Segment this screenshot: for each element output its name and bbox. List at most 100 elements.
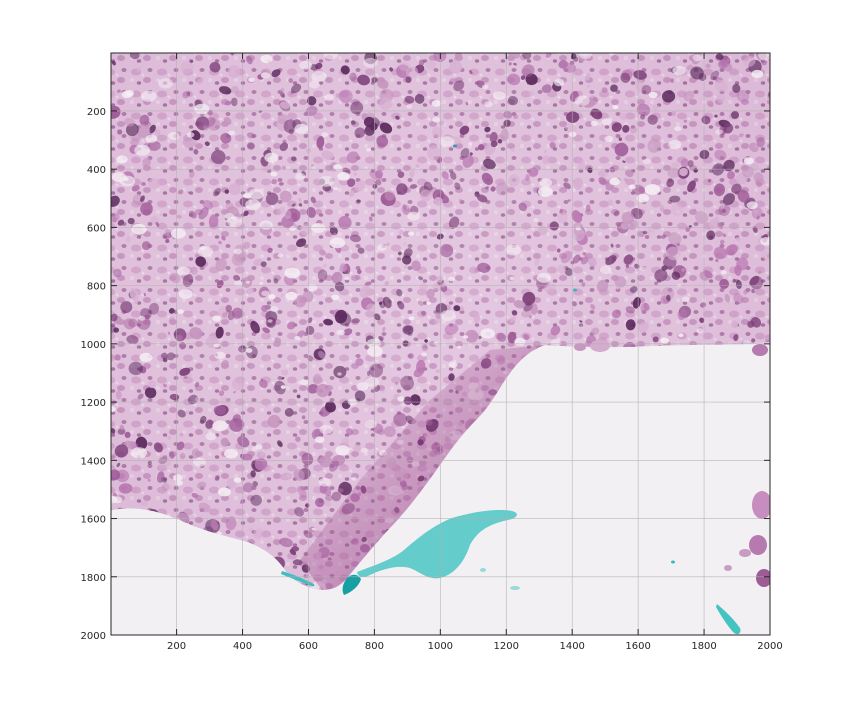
cell-nucleus <box>209 61 221 73</box>
cell-nucleus <box>621 211 635 224</box>
cell-nucleus <box>398 61 411 72</box>
cell-nucleus <box>402 340 409 347</box>
cell-nucleus <box>720 239 725 245</box>
cell-nucleus <box>670 203 684 216</box>
cell-nucleus <box>194 382 200 388</box>
cell-nucleus <box>339 89 353 104</box>
cell-nucleus <box>489 131 498 143</box>
cell-gap <box>119 175 136 187</box>
cell-nucleus <box>612 309 622 319</box>
cell-nucleus <box>698 73 707 82</box>
cell-nucleus <box>753 172 764 183</box>
cell-gap <box>408 231 415 236</box>
cell-nucleus <box>220 437 230 447</box>
cell-nucleus <box>203 124 209 131</box>
cell-nucleus <box>601 87 608 93</box>
cell-nucleus <box>224 100 232 106</box>
cell-nucleus <box>440 281 446 288</box>
cell-nucleus <box>648 115 655 121</box>
cell-nucleus <box>191 448 200 459</box>
cell-nucleus <box>243 482 254 493</box>
cell-nucleus <box>395 381 399 385</box>
cell-nucleus <box>584 73 591 81</box>
grid-lines <box>111 53 771 636</box>
cell-nucleus <box>379 301 382 305</box>
cell-nucleus <box>448 373 455 381</box>
x-axis-ticks: 200 400 600 800 1000 1200 1400 1600 1800 2000 <box>167 53 783 652</box>
cell-gap <box>245 348 253 353</box>
cell-nucleus <box>247 132 256 139</box>
cell-nucleus <box>646 227 655 237</box>
cell-nucleus <box>556 248 561 253</box>
cell-nucleus <box>189 59 194 63</box>
cell-nucleus <box>230 114 237 120</box>
cell-gap <box>692 54 703 62</box>
cell-nucleus <box>618 137 623 141</box>
cell-nucleus <box>662 90 676 103</box>
cell-nucleus <box>736 89 750 103</box>
cell-nucleus <box>132 194 142 202</box>
cell-nucleus <box>125 123 139 137</box>
cell-nucleus <box>404 95 415 104</box>
cell-gap <box>344 276 350 281</box>
cell-nucleus <box>111 354 115 359</box>
x-tick-label: 1600 <box>625 641 650 652</box>
cell-nucleus <box>563 182 571 190</box>
cell-nucleus <box>310 63 318 71</box>
y-tick-label: 800 <box>87 282 106 293</box>
cell-nucleus <box>266 546 270 550</box>
cell-nucleus <box>349 72 357 81</box>
cell-gap <box>609 177 621 186</box>
cell-nucleus <box>118 483 133 494</box>
cell-gap <box>193 457 206 467</box>
cell-nucleus <box>756 215 760 220</box>
cell-nucleus <box>413 337 419 342</box>
cell-nucleus <box>743 55 756 67</box>
cell-nucleus <box>644 235 650 239</box>
cell-nucleus <box>251 325 258 332</box>
cell-gap <box>295 172 306 180</box>
cell-nucleus <box>557 211 568 224</box>
cell-nucleus <box>190 266 198 275</box>
cell-nucleus <box>230 97 238 107</box>
cell-nucleus <box>245 287 255 295</box>
cell-gap <box>280 385 286 389</box>
cell-nucleus <box>189 171 195 179</box>
cell-nucleus <box>147 140 161 151</box>
cell-nucleus <box>196 481 207 489</box>
cell-nucleus <box>485 186 489 190</box>
cell-nucleus <box>118 427 126 435</box>
cell-nucleus <box>732 278 736 283</box>
cell-nucleus <box>368 216 373 222</box>
cell-nucleus <box>432 282 442 292</box>
cell-nucleus <box>654 281 658 286</box>
cell-nucleus <box>572 227 585 242</box>
cyan-fragments <box>281 144 741 635</box>
cell-gap <box>260 54 273 64</box>
cell-nucleus <box>356 199 361 203</box>
cell-nucleus <box>525 174 530 181</box>
cell-nucleus <box>193 149 199 155</box>
cell-gap <box>248 188 264 200</box>
cell-nucleus <box>411 260 421 271</box>
cell-nucleus <box>334 309 348 324</box>
cell-nucleus <box>277 440 283 448</box>
cell-nucleus <box>372 183 378 189</box>
cell-nucleus <box>421 310 426 316</box>
cell-nucleus <box>695 210 709 224</box>
cell-nucleus <box>409 184 418 189</box>
cell-nucleus <box>341 437 350 446</box>
cell-nucleus <box>719 278 730 289</box>
cell-nucleus <box>756 137 765 148</box>
cell-nucleus <box>396 183 408 195</box>
cell-gap <box>480 328 496 339</box>
cell-nucleus <box>733 292 744 305</box>
cell-nucleus <box>737 189 750 203</box>
cell-nucleus <box>249 527 253 532</box>
cell-nucleus <box>295 238 307 248</box>
x-tick-label: 1800 <box>691 641 716 652</box>
cell-gap <box>674 126 682 132</box>
cell-nucleus <box>162 232 173 239</box>
cell-nucleus <box>713 183 726 197</box>
cell-nucleus <box>265 192 279 206</box>
